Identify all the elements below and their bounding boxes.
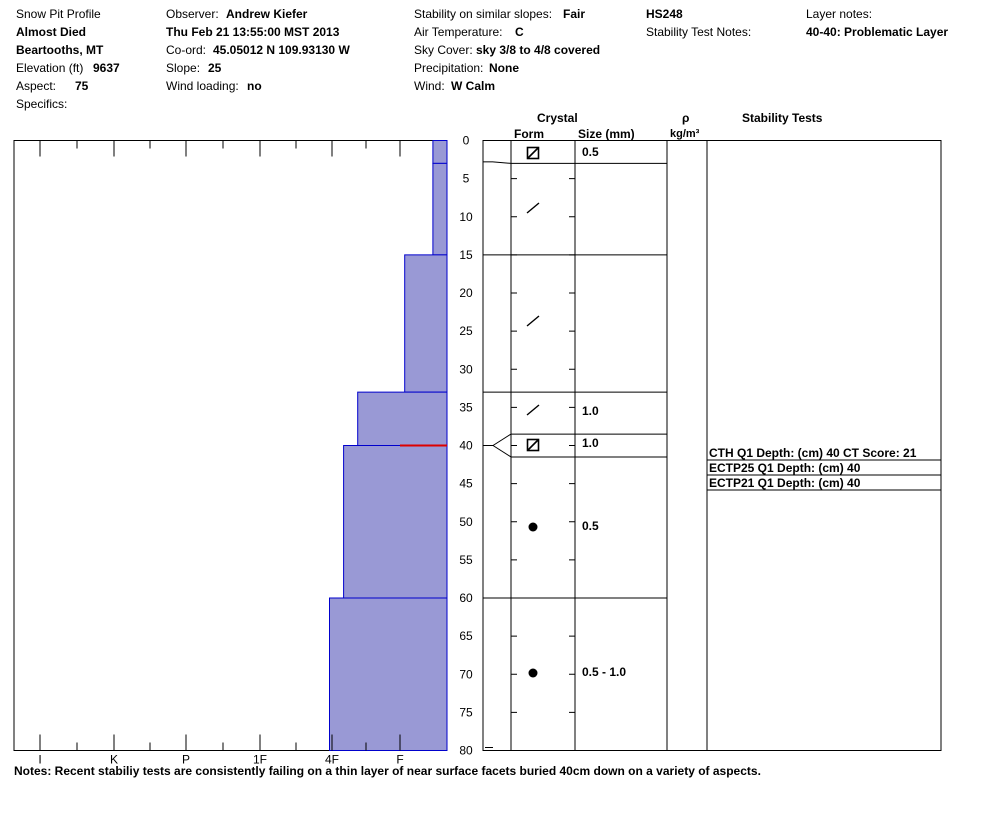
facet-icon	[526, 146, 540, 160]
depth-tick-label: 15	[459, 248, 473, 262]
grain-size-label: 0.5	[582, 519, 599, 533]
observer-value: Andrew Kiefer	[226, 7, 308, 21]
hardness-tick-label: 1F	[253, 753, 267, 767]
aspect-value: 75	[75, 79, 89, 93]
depth-tick-label: 45	[459, 477, 473, 491]
layer-connector	[492, 445, 512, 458]
stability-test-entry: ECTP25 Q1 Depth: (cm) 40	[709, 461, 861, 475]
facet-icon	[526, 438, 540, 452]
depth-tick-label: 20	[459, 286, 473, 300]
grain-size-label: 1.0	[582, 404, 599, 418]
depth-tick-label: 65	[459, 629, 473, 643]
region-name: Beartooths, MT	[16, 43, 104, 57]
depth-tick-label: 55	[459, 553, 473, 567]
coord-label: Co-ord:	[166, 43, 207, 57]
layer-connector	[492, 161, 512, 164]
depth-tick-label: 0	[463, 134, 470, 148]
size-header: Size (mm)	[578, 127, 635, 141]
stability-tests-header: Stability Tests	[742, 111, 823, 125]
observer-label: Observer:	[166, 7, 219, 21]
depth-tick-label: 50	[459, 515, 473, 529]
slope-value: 25	[208, 61, 222, 75]
pit-title: Snow Pit Profile	[16, 7, 101, 21]
rounded-grain-icon	[528, 668, 538, 678]
slope-label: Slope:	[166, 61, 201, 75]
sky-cover-label: Sky Cover:	[414, 43, 473, 57]
wind-label: Wind:	[414, 79, 445, 93]
crystal-header: Crystal	[537, 111, 578, 125]
precip-value: None	[489, 61, 519, 75]
hardness-tick-label: K	[110, 753, 118, 767]
aspect-label: Aspect:	[16, 79, 57, 93]
air-temp-value: C	[515, 25, 524, 39]
decomposing-icon	[526, 404, 540, 416]
layer-connector	[492, 433, 512, 446]
depth-axis: 0 5 10 15 20 25 30 35 40 45 50 55 60 65 70 75 80	[459, 134, 473, 758]
layer-notes-label: Layer notes:	[806, 7, 873, 21]
observation-datetime: Thu Feb 21 13:55:00 MST 2013	[166, 25, 340, 39]
depth-tick-label: 10	[459, 210, 473, 224]
hardness-tick-label: F	[396, 753, 403, 767]
density-unit-header: kg/m³	[670, 128, 700, 140]
grain-size-label: 1.0	[582, 436, 599, 450]
depth-tick-label: 25	[459, 324, 473, 338]
hardness-tick-label: P	[182, 753, 190, 767]
depth-tick-label: 80	[459, 744, 473, 758]
air-temp-label: Air Temperature:	[414, 25, 503, 39]
stability-notes-label: Stability Test Notes:	[646, 25, 752, 39]
depth-tick-label: 75	[459, 705, 473, 719]
depth-tick-label: 60	[459, 591, 473, 605]
facet-icon	[526, 438, 540, 452]
decomposing-icon	[526, 315, 540, 327]
hardness-layer-bar	[432, 162, 448, 256]
specifics-label: Specifics:	[16, 97, 68, 111]
coord-value: 45.05012 N 109.93130 W	[213, 43, 350, 57]
depth-tick-label: 5	[463, 172, 470, 186]
depth-tick-label: 40	[459, 439, 473, 453]
hs-value: HS248	[646, 7, 683, 21]
depth-tick-label: 35	[459, 400, 473, 414]
hardness-layer-bar	[357, 391, 448, 446]
depth-tick-label: 70	[459, 667, 473, 681]
crystal-layers: 0.5 1.0 1.0 0.5 0.5 - 1.0	[483, 145, 667, 679]
hardness-layer-bar	[404, 254, 448, 393]
rounded-grain-icon	[528, 522, 538, 532]
layer-ruler-ticks	[485, 178, 575, 748]
grain-size-label: 0.5	[582, 145, 599, 159]
hardness-layer-bar	[432, 140, 448, 164]
sky-cover-value: sky 3/8 to 4/8 covered	[476, 43, 601, 57]
wind-value: W Calm	[451, 79, 496, 93]
elevation-value: 9637	[93, 61, 120, 75]
grain-size-label: 0.5 - 1.0	[582, 665, 626, 679]
layer-notes-value: 40-40: Problematic Layer	[806, 25, 949, 39]
rho-header: ρ	[682, 111, 690, 125]
precip-label: Precipitation:	[414, 61, 484, 75]
pit-notes: Notes: Recent stabiliy tests are consist…	[14, 764, 761, 778]
depth-tick-label: 30	[459, 362, 473, 376]
hardness-ticks: I K P 1F 4F F	[38, 140, 404, 767]
hardness-tick-label: I	[38, 753, 41, 767]
hardness-layer-bar	[329, 597, 448, 751]
facet-icon	[526, 146, 540, 160]
wind-loading-label: Wind loading:	[166, 79, 239, 93]
wind-loading-value: no	[247, 79, 262, 93]
elevation-label: Elevation (ft)	[16, 61, 84, 75]
hardness-tick-label: 4F	[325, 753, 339, 767]
hardness-layers	[329, 140, 448, 751]
stability-tests: CTH Q1 Depth: (cm) 40 CT Score: 21ECTP25…	[707, 446, 941, 491]
stability-label: Stability on similar slopes:	[414, 7, 553, 21]
form-header: Form	[514, 127, 544, 141]
stability-test-entry: ECTP21 Q1 Depth: (cm) 40	[709, 476, 861, 490]
stability-test-entry: CTH Q1 Depth: (cm) 40 CT Score: 21	[709, 446, 917, 460]
hardness-layer-bar	[343, 445, 448, 599]
decomposing-icon	[526, 202, 540, 214]
location-name: Almost Died	[16, 25, 87, 39]
stability-value: Fair	[563, 7, 586, 21]
